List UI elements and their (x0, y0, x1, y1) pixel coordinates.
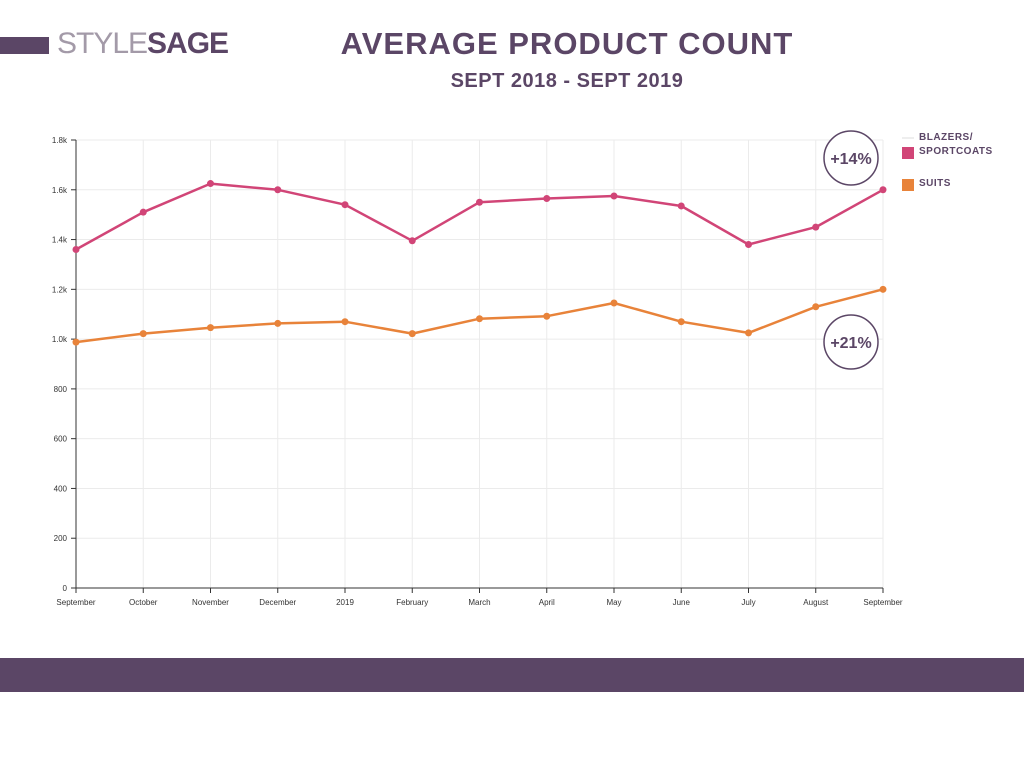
x-tick-label: August (803, 598, 829, 607)
x-tick-label: February (396, 598, 428, 607)
x-tick-label: November (192, 598, 229, 607)
line-chart: 0 200 400 600 800 1.0k 1.2k 1.4k 1.6k 1.8k Septemb… (52, 130, 993, 607)
series-point-0 (879, 186, 887, 194)
x-tick-label: July (741, 598, 755, 607)
series-point-1 (543, 312, 551, 320)
x-tick-label: September (863, 598, 902, 607)
series-point-1 (745, 329, 752, 337)
y-tick-label: 1.0k (52, 335, 68, 344)
footer-bar (0, 658, 1024, 692)
y-tick-label: 800 (54, 385, 68, 394)
brand-bar (0, 37, 49, 54)
series-point-0 (72, 246, 80, 254)
x-tick-label: December (259, 598, 296, 607)
series-point-0 (812, 223, 820, 231)
series-point-0 (274, 186, 282, 194)
legend-label: SUITS (919, 178, 951, 189)
y-tick-label: 1.6k (52, 186, 68, 195)
series-point-0 (610, 192, 618, 200)
series-point-1 (610, 299, 618, 307)
change-badge-label: +14% (830, 151, 871, 168)
x-tick-label: March (468, 598, 490, 607)
series-point-1 (812, 303, 820, 311)
series-point-1 (341, 318, 349, 326)
chart-subtitle: SEPT 2018 - SEPT 2019 (450, 70, 684, 92)
chart-title: AVERAGE PRODUCT COUNT (340, 26, 794, 61)
legend-swatch-0 (902, 147, 914, 159)
y-tick-label: 0 (63, 584, 68, 593)
series-point-0 (207, 180, 214, 188)
series-point-1 (207, 324, 214, 332)
y-tick-label: 200 (54, 534, 68, 543)
y-tick-label: 1.2k (52, 285, 68, 294)
series-point-0 (476, 198, 483, 206)
series-point-1 (274, 319, 282, 327)
x-tick-label: October (129, 598, 158, 607)
series-point-0 (677, 202, 685, 210)
y-tick-label: 1.4k (52, 236, 68, 245)
y-tick-label: 400 (54, 484, 68, 493)
series-point-1 (879, 285, 887, 293)
series-point-1 (408, 330, 416, 338)
series-point-0 (408, 237, 416, 245)
legend-label: SPORTCOATS (919, 146, 993, 157)
series-point-1 (476, 315, 483, 323)
legend-swatch-1 (902, 179, 914, 191)
x-tick-label: 2019 (336, 598, 354, 607)
stylesage-logo: STYLESAGE (57, 27, 229, 60)
y-tick-label: 600 (54, 435, 68, 444)
series-point-0 (543, 194, 551, 202)
series-point-1 (139, 330, 147, 338)
series-point-1 (677, 318, 685, 326)
x-tick-label: April (539, 598, 555, 607)
change-badge (823, 314, 879, 370)
change-badge (823, 130, 879, 186)
legend-label: BLAZERS/ (919, 132, 973, 143)
change-badge-label: +21% (830, 335, 871, 352)
series-point-1 (72, 338, 80, 346)
x-tick-label: September (56, 598, 95, 607)
series-point-0 (341, 201, 349, 209)
series-point-0 (139, 208, 147, 216)
x-tick-label: May (606, 598, 621, 607)
x-tick-label: June (673, 598, 691, 607)
y-tick-label: 1.8k (52, 136, 68, 145)
series-point-0 (745, 241, 752, 249)
